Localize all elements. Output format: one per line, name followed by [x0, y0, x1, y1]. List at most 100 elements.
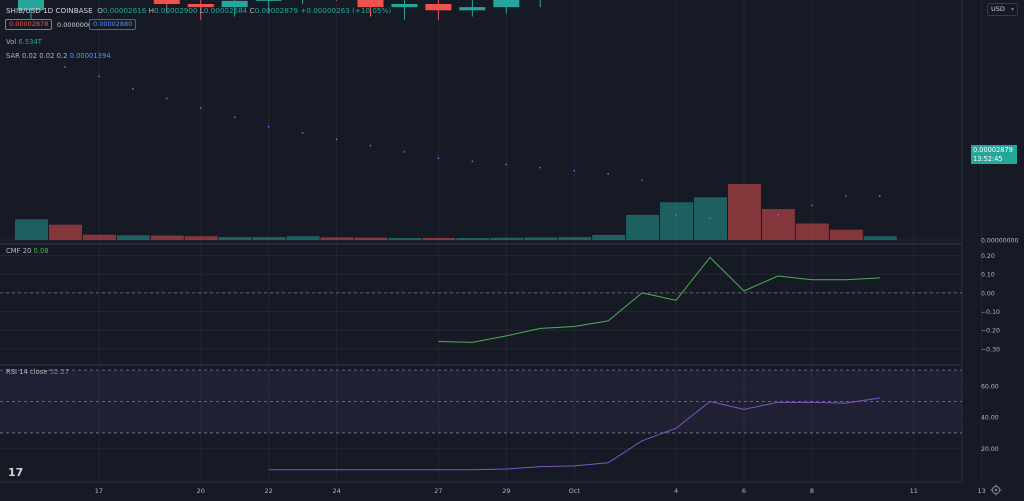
sar-dot: [810, 204, 813, 207]
volume-bar: [592, 234, 626, 240]
last-price-tag: 0.00002879 13:52:45: [971, 145, 1017, 164]
volume-bar: [320, 237, 354, 240]
cmf-value: 0.08: [33, 247, 49, 255]
time-tick-label: 22: [265, 487, 273, 495]
volume-bar: [48, 224, 82, 240]
candle-body: [391, 4, 418, 8]
sar-dot: [233, 116, 236, 119]
currency-select[interactable]: USD ▾: [987, 3, 1018, 16]
symbol-legend: SHIB/USD 1D COINBASE O0.00002616 H0.0000…: [6, 7, 391, 14]
candle-body: [459, 7, 486, 11]
rsi-params: 14 close: [19, 368, 48, 376]
volume-bar: [286, 236, 320, 240]
high-value: 0.00002900: [154, 6, 198, 15]
volume-label: Vol: [6, 38, 17, 46]
cmf-tick-label: 0.00: [981, 290, 995, 297]
change-value: +0.00000263 (+10.05%): [300, 6, 392, 15]
time-tick-label: 8: [810, 487, 814, 495]
sar-dot: [403, 150, 406, 153]
close-value: 0.00002879: [254, 6, 299, 15]
rsi-tick-label: 20.00: [981, 446, 999, 453]
sar-dot: [471, 160, 474, 163]
volume-bar: [388, 237, 422, 240]
volume-bar: [252, 237, 286, 240]
sar-legend[interactable]: SAR 0.02 0.02 0.2 0.00001394: [6, 53, 111, 60]
candle-body: [187, 4, 214, 8]
close-label: C: [249, 6, 255, 15]
sar-dot: [98, 75, 100, 78]
sell-price-button[interactable]: 0.00002878: [5, 19, 53, 30]
countdown-timer: 13:52:45: [973, 155, 1003, 163]
time-tick-label: 20: [197, 487, 205, 495]
sar-dot: [777, 213, 779, 216]
volume-bar: [184, 236, 218, 240]
volume-bar: [218, 237, 252, 240]
candle-body: [153, 0, 180, 4]
volume-bar: [863, 236, 897, 240]
volume-bar: [558, 237, 592, 240]
sar-dot: [539, 166, 542, 169]
volume-bar: [456, 237, 490, 240]
volume-legend[interactable]: Vol 6.534T: [6, 39, 42, 46]
currency-label: USD: [991, 5, 1005, 13]
sar-dot: [573, 169, 576, 172]
rsi-tick-label: 40.00: [981, 415, 999, 422]
volume-bar: [490, 237, 524, 240]
candle-body: [493, 0, 520, 8]
open-value: 0.00002616: [102, 6, 147, 15]
rsi-tick-label: 60.00: [981, 383, 999, 390]
time-tick-label: 17: [95, 487, 103, 495]
sar-dot: [199, 106, 202, 109]
volume-bar: [626, 214, 660, 240]
sar-dot: [878, 195, 881, 197]
volume-bar: [422, 237, 456, 240]
volume-bar: [82, 234, 116, 240]
time-tick-label: Oct: [569, 487, 581, 495]
candle-body: [425, 4, 452, 11]
sar-dot: [505, 163, 508, 166]
time-tick-label: 4: [674, 487, 678, 495]
spread-value: 0.00000002: [57, 21, 97, 29]
interval-label[interactable]: 1D: [43, 6, 54, 15]
volume-bar: [795, 223, 829, 240]
sar-dot: [844, 195, 847, 197]
sar-dot: [709, 217, 711, 219]
time-tick-label: 29: [502, 487, 510, 495]
buy-price-button[interactable]: 0.00002880: [89, 19, 137, 30]
tradingview-logo-icon[interactable]: 17: [8, 466, 24, 479]
volume-bar: [524, 237, 558, 240]
sar-dot: [64, 66, 66, 68]
volume-bar: [150, 235, 184, 240]
low-label: L: [199, 6, 204, 15]
sar-value: 0.00001394: [69, 52, 111, 60]
volume-bar: [727, 184, 761, 240]
volume-bar: [15, 219, 48, 240]
cmf-tick-label: 0.20: [981, 253, 995, 260]
cmf-legend[interactable]: CMF 20 0.08: [6, 248, 49, 255]
gear-icon[interactable]: [990, 484, 1002, 496]
cmf-tick-label: −0.10: [981, 309, 1000, 316]
volume-bar: [829, 229, 863, 240]
sar-dot: [165, 97, 168, 100]
last-price-value: 0.00002879: [973, 146, 1013, 154]
exchange-label: COINBASE: [55, 6, 93, 15]
time-tick-label: 27: [434, 487, 442, 495]
sar-dot: [607, 173, 610, 175]
candle-body: [255, 0, 282, 1]
sar-dot: [267, 125, 270, 128]
open-label: O: [97, 6, 103, 15]
cmf-params: 20: [22, 247, 32, 255]
rsi-label: RSI: [6, 368, 18, 376]
rsi-value: 52.27: [49, 368, 70, 376]
sar-params: 0.02 0.02 0.2: [22, 52, 68, 60]
cmf-label: CMF: [6, 247, 21, 255]
sar-label: SAR: [6, 52, 20, 60]
time-tick-label: 13: [978, 487, 986, 495]
sar-dot: [369, 144, 372, 147]
rsi-legend[interactable]: RSI 14 close 52.27: [6, 369, 69, 376]
volume-bar: [660, 202, 694, 240]
volume-bar: [761, 209, 795, 240]
symbol-name[interactable]: SHIB/USD: [6, 6, 41, 15]
candle-body: [18, 0, 44, 11]
